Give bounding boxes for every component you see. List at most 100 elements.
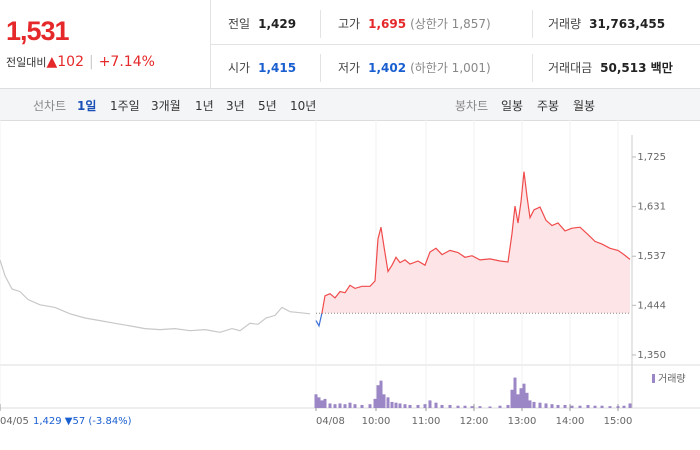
y-tick-label: 1,725 bbox=[637, 152, 666, 163]
x-tick-label: 04/05 bbox=[0, 416, 29, 427]
period-tab[interactable]: 10년 bbox=[290, 99, 317, 113]
x-tick-label: 11:00 bbox=[412, 416, 441, 427]
stat-value: 1,415 bbox=[258, 61, 297, 75]
period-tab[interactable]: 1년 bbox=[195, 99, 214, 113]
stat-value: 1,402 bbox=[368, 61, 407, 75]
prev-day-note: 1,429 ▼57 (-3.84%) bbox=[33, 416, 132, 427]
change-value: ▲102 bbox=[46, 54, 84, 70]
area bbox=[316, 171, 630, 314]
stat: 전일 1,429 bbox=[228, 15, 296, 32]
x-tick-label: 14:00 bbox=[556, 416, 585, 427]
divider: | bbox=[88, 54, 94, 70]
volume-bar bbox=[353, 404, 357, 408]
tab-group-label: 선차트 bbox=[33, 99, 67, 113]
toolbar: 선차트 1일 1주일 3개월 1년 3년 5년 10년 봉차트 일봉 주봉 월봉 bbox=[0, 88, 700, 121]
x-tick-label: 15:00 bbox=[604, 416, 633, 427]
stat-label: 시가 bbox=[228, 61, 251, 75]
candle-tab[interactable]: 주봉 bbox=[537, 99, 560, 113]
x-tick-label: 12:00 bbox=[460, 416, 489, 427]
divider bbox=[532, 54, 533, 82]
period-tab[interactable]: 1주일 bbox=[110, 99, 140, 113]
stat: 저가 1,402 (하한가 1,001) bbox=[338, 59, 491, 76]
volume-bar bbox=[470, 406, 474, 408]
stat-label: 저가 bbox=[338, 61, 361, 75]
volume-bar bbox=[550, 404, 554, 408]
volume-bar bbox=[314, 394, 318, 408]
volume-bar bbox=[323, 398, 327, 408]
volume-bar bbox=[563, 404, 567, 408]
volume-bar bbox=[328, 403, 332, 408]
stat-value: 31,763,455 bbox=[589, 17, 666, 31]
volume-bar bbox=[317, 397, 321, 408]
divider bbox=[532, 10, 533, 38]
period-tab[interactable]: 3년 bbox=[226, 99, 245, 113]
volume-bar bbox=[513, 377, 517, 408]
y-tick-label: 1,631 bbox=[637, 202, 666, 213]
current-price: 1,531 bbox=[6, 16, 70, 46]
stat-label: 전일 bbox=[228, 17, 251, 31]
volume-bar bbox=[622, 405, 626, 408]
volume-bar bbox=[440, 404, 444, 408]
volume-bar bbox=[463, 405, 467, 408]
volume-bar bbox=[338, 403, 342, 408]
volume-bar bbox=[488, 406, 492, 408]
volume-bar bbox=[593, 405, 597, 408]
volume-bar bbox=[578, 405, 582, 408]
price-line bbox=[315, 171, 631, 328]
stat-note: (하한가 1,001) bbox=[410, 61, 491, 75]
stat-label: 거래대금 bbox=[548, 61, 593, 75]
volume-bar bbox=[386, 397, 390, 408]
price-change: 전일대비▲102 | +7.14% bbox=[6, 54, 155, 70]
candle-tab[interactable]: 일봉 bbox=[501, 99, 524, 113]
volume-bar bbox=[522, 383, 526, 408]
volume-bar bbox=[528, 400, 532, 408]
x-tick-label: 04/08 bbox=[316, 416, 345, 427]
stat-value: 50,513 백만 bbox=[600, 61, 673, 75]
stat-note: (상한가 1,857) bbox=[410, 17, 491, 31]
volume-bar bbox=[538, 402, 542, 408]
volume-bar bbox=[376, 385, 380, 408]
volume-bar bbox=[456, 405, 460, 408]
price-line bbox=[0, 259, 311, 333]
period-tab[interactable]: 3개월 bbox=[151, 99, 181, 113]
period-tab[interactable]: 5년 bbox=[258, 99, 277, 113]
tab-group-label: 봉차트 bbox=[455, 99, 489, 113]
volume-bar bbox=[373, 398, 377, 408]
volume-bar bbox=[448, 404, 452, 408]
period-tab[interactable]: 1일 bbox=[77, 99, 97, 113]
volume-bar bbox=[333, 404, 337, 408]
volume-bar bbox=[616, 406, 620, 408]
volume-bar bbox=[416, 404, 420, 408]
volume-bar bbox=[379, 380, 383, 408]
volume-bar bbox=[394, 402, 398, 408]
volume-bar bbox=[544, 403, 548, 408]
divider bbox=[320, 10, 321, 38]
volume-bar bbox=[600, 405, 604, 408]
stat: 시가 1,415 bbox=[228, 59, 296, 76]
volume-bar bbox=[423, 404, 427, 408]
y-tick-label: 1,537 bbox=[637, 251, 666, 262]
y-tick-label: 1,350 bbox=[637, 350, 666, 361]
stat: 거래대금 50,513 백만 bbox=[548, 59, 673, 76]
volume-bar bbox=[498, 405, 502, 408]
volume-bar bbox=[506, 404, 510, 408]
volume-bar bbox=[428, 400, 432, 408]
x-tick-label: 13:00 bbox=[508, 416, 537, 427]
volume-bar bbox=[519, 388, 523, 408]
legend-label: 거래량 bbox=[658, 373, 686, 385]
volume-bar bbox=[608, 406, 612, 408]
volume-bar bbox=[516, 394, 520, 408]
volume-bar bbox=[556, 404, 560, 408]
candle-tab[interactable]: 월봉 bbox=[573, 99, 596, 113]
volume-bar bbox=[348, 402, 352, 408]
legend-swatch bbox=[652, 374, 655, 383]
volume-bar bbox=[510, 389, 514, 408]
volume-bar bbox=[586, 404, 590, 408]
volume-bar bbox=[382, 394, 386, 408]
y-tick-label: 1,444 bbox=[637, 300, 666, 311]
stat-label: 거래량 bbox=[548, 17, 582, 31]
x-tick-label: 10:00 bbox=[362, 416, 391, 427]
divider bbox=[210, 44, 700, 45]
